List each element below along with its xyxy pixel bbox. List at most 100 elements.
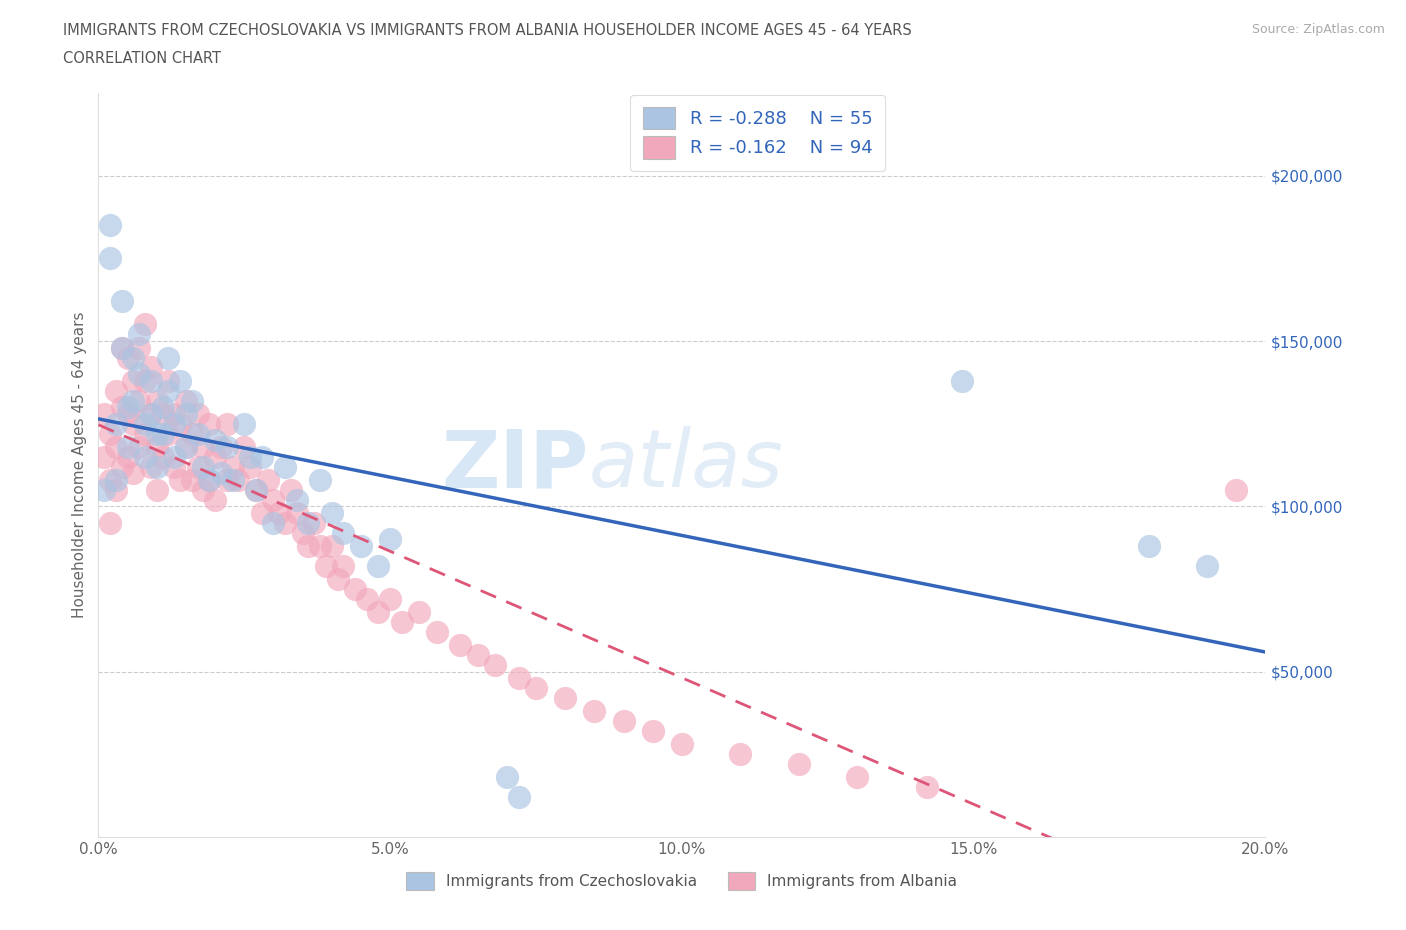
- Text: CORRELATION CHART: CORRELATION CHART: [63, 51, 221, 66]
- Point: [380, 532, 402, 547]
- Point: [367, 558, 389, 573]
- Point: [146, 483, 169, 498]
- Point: [139, 459, 162, 474]
- Point: [187, 426, 209, 441]
- Point: [524, 681, 547, 696]
- Point: [157, 383, 180, 398]
- Point: [309, 472, 332, 487]
- Point: [496, 770, 519, 785]
- Point: [215, 472, 238, 487]
- Point: [163, 417, 186, 432]
- Point: [256, 472, 278, 487]
- Point: [304, 515, 326, 530]
- Point: [139, 406, 162, 421]
- Legend: Immigrants from Czechoslovakia, Immigrants from Albania: Immigrants from Czechoslovakia, Immigran…: [401, 866, 963, 897]
- Point: [787, 757, 810, 772]
- Point: [1195, 558, 1218, 573]
- Point: [221, 459, 243, 474]
- Point: [215, 439, 238, 454]
- Point: [93, 449, 115, 464]
- Point: [128, 393, 150, 408]
- Point: [122, 373, 145, 388]
- Point: [250, 449, 273, 464]
- Point: [332, 558, 354, 573]
- Text: atlas: atlas: [589, 426, 783, 504]
- Point: [326, 572, 349, 587]
- Point: [1225, 483, 1247, 498]
- Point: [122, 417, 145, 432]
- Point: [193, 483, 215, 498]
- Point: [408, 604, 430, 619]
- Point: [204, 432, 226, 447]
- Point: [98, 472, 121, 487]
- Point: [128, 366, 150, 381]
- Point: [391, 615, 413, 630]
- Point: [93, 406, 115, 421]
- Point: [117, 406, 139, 421]
- Point: [146, 426, 169, 441]
- Point: [426, 625, 449, 640]
- Point: [228, 472, 250, 487]
- Point: [612, 714, 634, 729]
- Point: [198, 417, 221, 432]
- Point: [174, 439, 197, 454]
- Point: [163, 406, 186, 421]
- Point: [174, 439, 197, 454]
- Point: [146, 393, 169, 408]
- Point: [671, 737, 693, 751]
- Point: [262, 515, 284, 530]
- Point: [245, 483, 267, 498]
- Point: [134, 417, 156, 432]
- Point: [128, 439, 150, 454]
- Point: [380, 591, 402, 606]
- Y-axis label: Householder Income Ages 45 - 64 years: Householder Income Ages 45 - 64 years: [72, 312, 87, 618]
- Point: [280, 483, 302, 498]
- Point: [134, 373, 156, 388]
- Point: [321, 506, 343, 521]
- Point: [117, 400, 139, 415]
- Point: [111, 340, 134, 355]
- Point: [350, 538, 373, 553]
- Point: [209, 439, 232, 454]
- Point: [285, 506, 308, 521]
- Point: [169, 472, 191, 487]
- Point: [152, 400, 174, 415]
- Point: [245, 483, 267, 498]
- Point: [104, 383, 127, 398]
- Point: [98, 218, 121, 232]
- Point: [321, 538, 343, 553]
- Point: [157, 373, 180, 388]
- Point: [180, 472, 202, 487]
- Point: [269, 506, 291, 521]
- Point: [111, 459, 134, 474]
- Point: [146, 439, 169, 454]
- Point: [98, 515, 121, 530]
- Point: [209, 466, 232, 481]
- Point: [187, 459, 209, 474]
- Point: [915, 780, 938, 795]
- Point: [233, 417, 256, 432]
- Point: [309, 538, 332, 553]
- Point: [1137, 538, 1160, 553]
- Point: [104, 472, 127, 487]
- Point: [356, 591, 378, 606]
- Point: [139, 373, 162, 388]
- Point: [239, 459, 262, 474]
- Point: [297, 538, 319, 553]
- Point: [111, 400, 134, 415]
- Point: [157, 350, 180, 365]
- Point: [274, 515, 297, 530]
- Point: [117, 449, 139, 464]
- Point: [297, 515, 319, 530]
- Point: [187, 406, 209, 421]
- Point: [139, 406, 162, 421]
- Point: [221, 472, 243, 487]
- Point: [128, 327, 150, 342]
- Point: [139, 360, 162, 375]
- Point: [332, 525, 354, 540]
- Point: [285, 492, 308, 507]
- Point: [146, 459, 169, 474]
- Point: [117, 439, 139, 454]
- Point: [554, 691, 576, 706]
- Point: [250, 506, 273, 521]
